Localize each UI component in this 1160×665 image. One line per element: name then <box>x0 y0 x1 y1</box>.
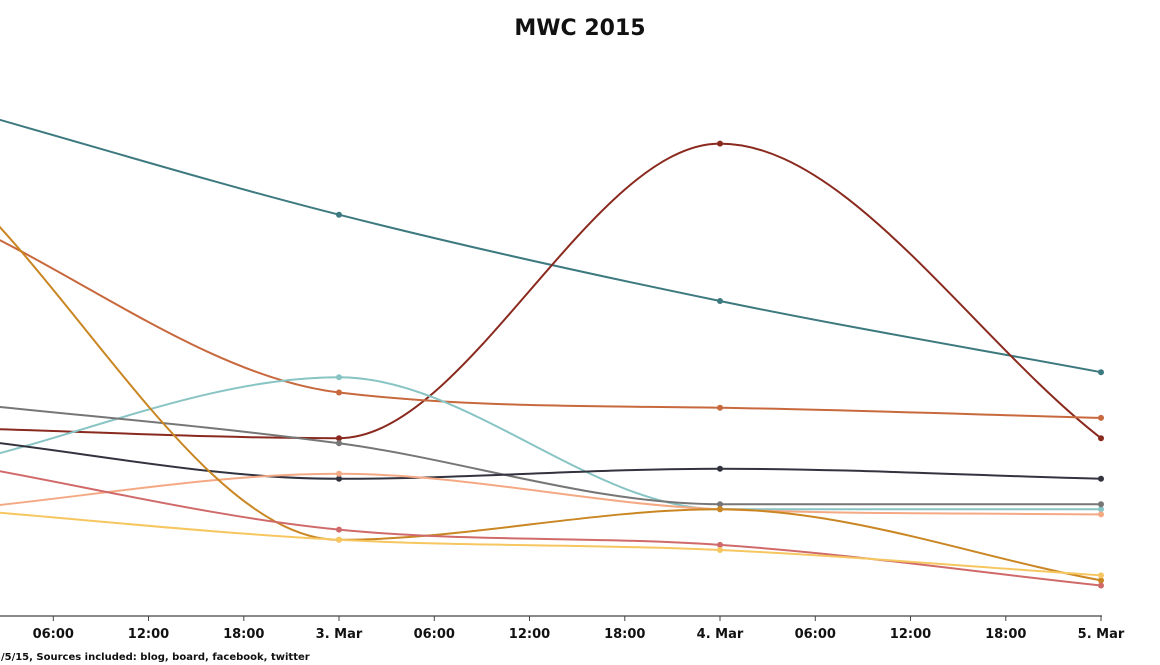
points-layer <box>336 140 1104 589</box>
series-2-point[interactable] <box>717 140 723 147</box>
series-line-8 <box>0 225 1102 582</box>
series-line-1 <box>0 118 1102 374</box>
series-4-point[interactable] <box>336 374 342 381</box>
series-10-point[interactable] <box>1098 572 1104 579</box>
series-1-point[interactable] <box>336 211 342 218</box>
series-5-point[interactable] <box>1098 501 1104 508</box>
x-tick-label: 06:00 <box>33 627 74 642</box>
series-9-point[interactable] <box>336 526 342 533</box>
series-7-point[interactable] <box>336 470 342 477</box>
series-7-point[interactable] <box>1098 511 1104 518</box>
series-9-point[interactable] <box>717 541 723 548</box>
series-line-6 <box>0 442 1102 480</box>
series-layer <box>0 118 1102 587</box>
series-line-10 <box>0 511 1102 577</box>
x-tick-label: 5. Mar <box>1078 627 1125 642</box>
x-tick-label: 4. Mar <box>697 627 744 642</box>
footnote: 3/5/15, Sources included: blog, board, f… <box>0 652 310 663</box>
series-5-point[interactable] <box>336 440 342 447</box>
series-1-point[interactable] <box>1098 369 1104 376</box>
x-tick-label: 12:00 <box>890 627 931 642</box>
x-axis: 06:00 12:00 18:00 3. Mar 06:00 12:00 18:00 4. M… <box>33 616 1125 642</box>
x-tick-label: 18:00 <box>985 627 1026 642</box>
series-line-3 <box>0 239 1102 419</box>
series-5-point[interactable] <box>717 501 723 508</box>
series-10-point[interactable] <box>717 547 723 553</box>
x-tick-label: 3. Mar <box>316 627 363 642</box>
series-10-point[interactable] <box>336 536 342 543</box>
series-line-9 <box>0 470 1102 587</box>
series-9-point[interactable] <box>1098 582 1104 589</box>
series-4-point[interactable] <box>1098 506 1104 513</box>
x-tick-label: 06:00 <box>795 627 836 642</box>
series-3-point[interactable] <box>336 389 342 396</box>
series-line-4 <box>0 376 1101 511</box>
series-6-point[interactable] <box>336 475 342 482</box>
series-line-5 <box>0 405 1101 506</box>
x-tick-label: 06:00 <box>414 627 455 642</box>
series-2-point[interactable] <box>1098 435 1104 442</box>
series-line-2 <box>0 142 1102 440</box>
series-1-point[interactable] <box>717 298 723 304</box>
series-line-7 <box>0 472 1102 516</box>
x-tick-label: 12:00 <box>509 627 550 642</box>
chart-title: MWC 2015 <box>514 16 645 41</box>
series-2-point[interactable] <box>336 435 342 442</box>
series-8-point[interactable] <box>717 506 723 513</box>
series-6-point[interactable] <box>1098 475 1104 482</box>
x-tick-label: 18:00 <box>223 627 264 642</box>
x-tick-label: 18:00 <box>604 627 645 642</box>
series-8-point[interactable] <box>1098 577 1104 584</box>
series-6-point[interactable] <box>717 465 723 472</box>
x-tick-label: 12:00 <box>128 627 169 642</box>
series-3-point[interactable] <box>717 404 723 411</box>
series-3-point[interactable] <box>1098 414 1104 421</box>
